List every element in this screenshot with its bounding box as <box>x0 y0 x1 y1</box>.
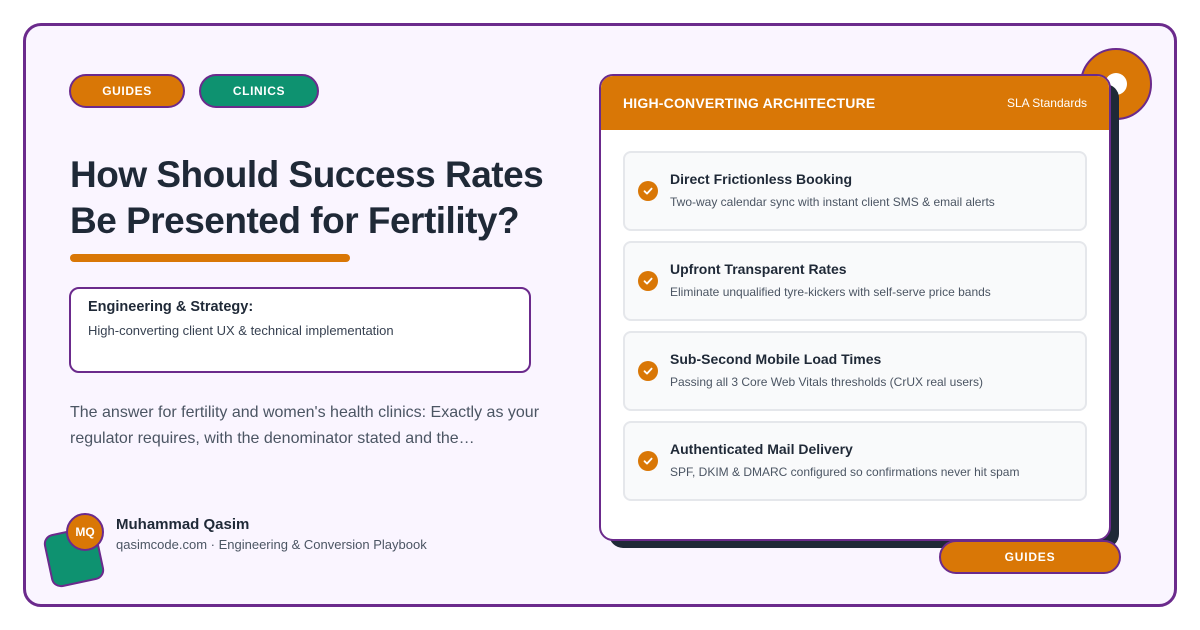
tag-guides[interactable]: GUIDES <box>69 74 185 108</box>
feature-description: Eliminate unqualified tyre-kickers with … <box>670 285 991 299</box>
article-title: How Should Success Rates Be Presented fo… <box>70 154 544 241</box>
strategy-subtitle: High-converting client UX & technical im… <box>88 323 394 338</box>
card-tag: SLA Standards <box>1006 96 1087 110</box>
feature-title: Sub-Second Mobile Load Times <box>670 351 882 367</box>
tag-guides-bottom[interactable]: GUIDES <box>939 540 1121 574</box>
feature-description: SPF, DKIM & DMARC configured so confirma… <box>670 465 1020 479</box>
feature-item: Direct Frictionless Booking Two-way cale… <box>623 151 1087 231</box>
check-circle-icon <box>638 361 658 381</box>
check-circle-icon <box>638 271 658 291</box>
check-circle-icon <box>638 451 658 471</box>
author-name: Muhammad Qasim <box>116 516 250 533</box>
feature-title: Direct Frictionless Booking <box>670 171 853 187</box>
feature-item: Sub-Second Mobile Load Times Passing all… <box>623 331 1087 411</box>
title-underline <box>70 254 350 262</box>
avatar: MQ <box>66 513 104 551</box>
feature-title: Upfront Transparent Rates <box>670 261 847 277</box>
architecture-card: HIGH-CONVERTING ARCHITECTURE SLA Standar… <box>599 74 1111 541</box>
feature-title: Authenticated Mail Delivery <box>670 441 853 457</box>
feature-description: Two-way calendar sync with instant clien… <box>670 195 995 209</box>
author-meta: qasimcode.com · Engineering & Conversion… <box>116 537 427 552</box>
tag-clinics[interactable]: CLINICS <box>199 74 319 108</box>
answer-excerpt: The answer for fertility and women's hea… <box>70 404 540 447</box>
feature-item: Upfront Transparent Rates Eliminate unqu… <box>623 241 1087 321</box>
feature-description: Passing all 3 Core Web Vitals thresholds… <box>670 375 984 389</box>
strategy-box: Engineering & Strategy: High-converting … <box>69 287 531 373</box>
card-header: HIGH-CONVERTING ARCHITECTURE SLA Standar… <box>601 76 1109 130</box>
strategy-heading: Engineering & Strategy: <box>88 299 254 315</box>
feature-item: Authenticated Mail Delivery SPF, DKIM & … <box>623 421 1087 501</box>
check-circle-icon <box>638 181 658 201</box>
card-title: HIGH-CONVERTING ARCHITECTURE <box>623 95 876 111</box>
